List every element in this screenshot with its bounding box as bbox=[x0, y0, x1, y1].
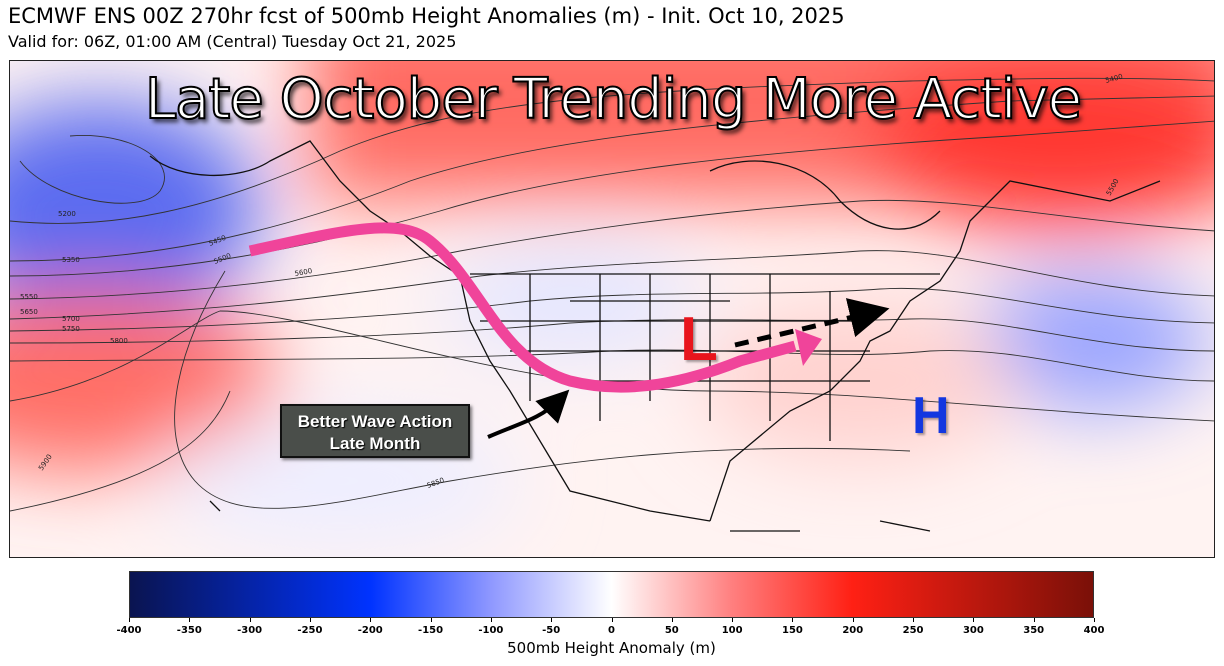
colorbar-tick-label: 200 bbox=[842, 625, 864, 636]
jet-stream-arrowhead bbox=[795, 329, 822, 366]
coastlines bbox=[149, 140, 1161, 532]
colorbar-tick bbox=[973, 618, 975, 622]
colorbar-tick bbox=[1094, 618, 1095, 622]
colorbar-tick-label: 300 bbox=[962, 625, 984, 636]
colorbar-tick bbox=[309, 618, 311, 622]
colorbar-tick-label: -400 bbox=[116, 625, 142, 636]
colorbar-tick bbox=[852, 618, 854, 622]
chart-title: ECMWF ENS 00Z 270hr fcst of 500mb Height… bbox=[8, 4, 845, 28]
colorbar-tick-label: 250 bbox=[902, 625, 924, 636]
svg-text:5700: 5700 bbox=[62, 315, 80, 323]
headline-overlay: Late October Trending More Active bbox=[144, 66, 1083, 133]
colorbar-tick-label: 350 bbox=[1023, 625, 1045, 636]
colorbar-tick bbox=[189, 618, 191, 622]
jet-stream-arrow bbox=[248, 222, 797, 393]
anomaly-map: 5200 5350 5450 5500 5600 5550 5650 5700 … bbox=[9, 60, 1215, 558]
colorbar-tick-label: -50 bbox=[542, 625, 561, 636]
colorbar-tick bbox=[1033, 618, 1035, 622]
colorbar-tick bbox=[490, 618, 492, 622]
colorbar-tick-label: -300 bbox=[237, 625, 263, 636]
colorbar-tick-label: 50 bbox=[664, 625, 679, 636]
svg-text:5350: 5350 bbox=[62, 256, 80, 264]
colorbar-tick-label: 100 bbox=[721, 625, 743, 636]
high-pressure-label: H bbox=[912, 387, 950, 445]
map-canvas: 5200 5350 5450 5500 5600 5550 5650 5700 … bbox=[10, 61, 1214, 557]
colorbar-tick-label: -150 bbox=[418, 625, 444, 636]
colorbar-tick-label: -250 bbox=[297, 625, 323, 636]
colorbar-tick bbox=[129, 618, 130, 622]
colorbar-tick-label: 150 bbox=[782, 625, 803, 636]
colorbar bbox=[129, 571, 1094, 618]
annotation-box: Better Wave Action Late Month bbox=[280, 404, 470, 458]
colorbar-tick-label: -350 bbox=[176, 625, 202, 636]
colorbar-tick bbox=[792, 618, 794, 622]
svg-text:5800: 5800 bbox=[110, 337, 128, 345]
colorbar-tick bbox=[671, 618, 673, 622]
valid-time-subtitle: Valid for: 06Z, 01:00 AM (Central) Tuesd… bbox=[8, 32, 457, 51]
colorbar-tick-label: -100 bbox=[478, 625, 504, 636]
colorbar-tick-label: 400 bbox=[1083, 625, 1105, 636]
colorbar-tick bbox=[370, 618, 372, 622]
svg-text:5650: 5650 bbox=[20, 308, 38, 316]
colorbar-tick-label: 0 bbox=[608, 625, 615, 636]
svg-text:5200: 5200 bbox=[58, 210, 76, 218]
colorbar-tick bbox=[611, 618, 613, 622]
colorbar-ticks: -400 -350 -300 -250 -200 -150 -100 -50 0 50 100 150… bbox=[116, 618, 1104, 638]
colorbar-tick bbox=[430, 618, 432, 622]
colorbar-tick-label: -200 bbox=[357, 625, 383, 636]
annotation-text: Better Wave Action Late Month bbox=[297, 412, 453, 453]
svg-text:5750: 5750 bbox=[62, 325, 80, 333]
colorbar-tick bbox=[551, 618, 553, 622]
colorbar-label: 500mb Height Anomaly (m) bbox=[507, 639, 716, 657]
colorbar-tick bbox=[732, 618, 734, 622]
svg-text:5550: 5550 bbox=[20, 293, 38, 301]
annotation-pointer-arrow bbox=[487, 389, 570, 439]
colorbar-tick bbox=[249, 618, 251, 622]
dashed-track-arrow bbox=[734, 298, 890, 348]
low-pressure-label: L bbox=[680, 305, 718, 374]
colorbar-tick bbox=[913, 618, 915, 622]
svg-text:5600: 5600 bbox=[294, 267, 313, 278]
height-contours bbox=[10, 77, 1214, 512]
